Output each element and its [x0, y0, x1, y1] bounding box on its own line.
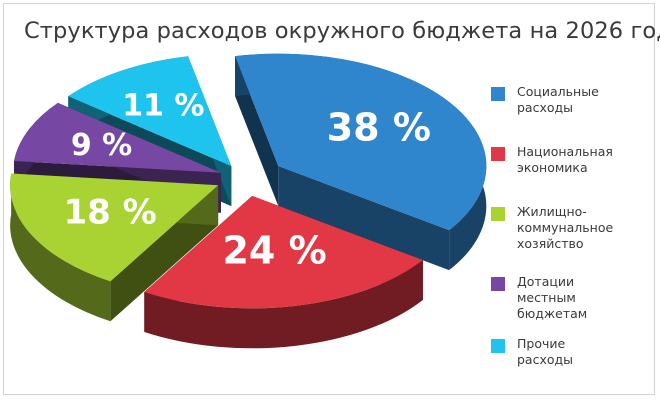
pie-slice-1-side: [278, 166, 450, 271]
legend-label-line: Дотации: [517, 274, 575, 289]
pie-slice-3-top: [10, 173, 219, 282]
legend-item-2: Национальная экономика: [491, 144, 613, 176]
legend-swatch: [491, 339, 505, 353]
legend-label: Социальные расходы: [517, 84, 599, 116]
legend-label-line: бюджетам: [517, 306, 588, 321]
legend-label-line: местным: [517, 290, 576, 305]
legend-swatch: [491, 207, 505, 221]
legend-item-5: Прочие расходы: [491, 336, 573, 368]
legend-label-line: расходы: [517, 352, 574, 367]
legend-label-line: расходы: [517, 100, 574, 115]
legend-label: Жилищно-коммунальное хозяйство: [517, 204, 613, 252]
legend-item-3: Жилищно-коммунальное хозяйство: [491, 204, 613, 252]
pie-slice-5: [68, 56, 232, 207]
legend-label-line: хозяйство: [517, 236, 584, 251]
legend-label-line: Национальная: [517, 144, 613, 159]
pie-slice-3-wall: [10, 173, 111, 322]
legend-swatch: [491, 147, 505, 161]
legend-swatch: [491, 87, 505, 101]
data-label-1: 38 %: [327, 105, 431, 149]
legend-label-line: Социальные: [517, 84, 599, 99]
legend-item-4: Дотации местным бюджетам: [491, 274, 587, 322]
legend-label-line: коммунальное: [517, 220, 614, 235]
legend-item-1: Социальные расходы: [491, 84, 599, 116]
legend-label: Дотации местным бюджетам: [517, 274, 587, 322]
data-label-4: 9 %: [71, 128, 132, 163]
pie-slice-5-top: [68, 56, 232, 167]
pie-slice-2: [144, 195, 423, 349]
chart-title: Структура расходов окружного бюджета на …: [24, 18, 660, 44]
data-label-2: 24 %: [222, 229, 326, 273]
legend-label-line: Жилищно-: [517, 204, 587, 219]
pie-slice-4-top: [14, 102, 221, 173]
legend-label: Прочие расходы: [517, 336, 573, 368]
pie-slice-2-top: [144, 195, 423, 309]
data-label-5: 11 %: [122, 88, 204, 123]
legend-label-line: экономика: [517, 160, 588, 175]
pie-slice-1-top: [235, 53, 487, 231]
legend-label-line: Прочие: [517, 336, 566, 351]
pie-slice-1: [235, 53, 487, 271]
legend-label: Национальная экономика: [517, 144, 613, 176]
pie-slice-2-wall: [144, 260, 423, 349]
legend-swatch: [491, 277, 505, 291]
pie-slice-3: [10, 173, 219, 322]
data-label-3: 18 %: [63, 193, 156, 233]
